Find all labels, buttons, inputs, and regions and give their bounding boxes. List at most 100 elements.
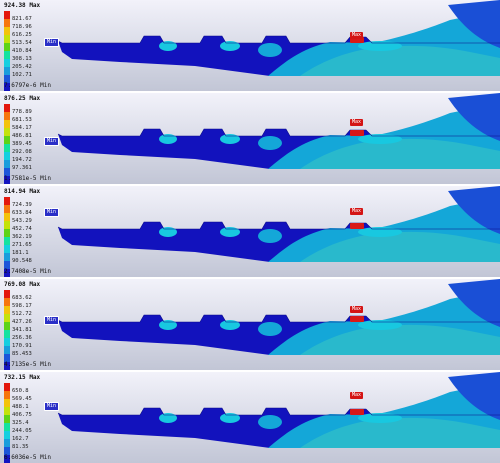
legend-max-word: Max — [29, 374, 41, 381]
legend-max-label: 769.08 Max — [4, 281, 40, 288]
max-marker-tag: Max — [350, 32, 364, 39]
edge-region — [448, 279, 500, 327]
max-marker-tag: Max — [350, 119, 364, 126]
aqua-region — [300, 417, 500, 448]
legend-max-value: 769.08 — [4, 281, 26, 288]
legend-tick-label: 97.361 — [12, 165, 32, 171]
legend-tick-label: 410.84 — [12, 48, 32, 54]
legend-max-word: Max — [29, 281, 41, 288]
surface-outline — [57, 314, 500, 323]
bulge-2 — [220, 227, 240, 237]
max-marker-tag: Max — [350, 208, 364, 215]
bulge-3 — [258, 415, 282, 429]
legend-tick-label: 102.71 — [12, 72, 32, 78]
legend-ticks: 683.62 598.17 512.72 427.26 341.81 256.36 170.… — [12, 294, 32, 358]
min-marker-tag: Min — [44, 316, 60, 325]
color-legend: 732.15 Max 650.8 569.45 488.1 406.75 325.4 24… — [4, 374, 64, 463]
legend-min-label: 7.6797e-6 Min — [4, 82, 51, 89]
legend-tick-label: 389.45 — [12, 141, 32, 147]
legend-max-label: 876.25 Max — [4, 95, 40, 102]
legend-swatch — [4, 152, 10, 160]
legend-tick-label: 427.26 — [12, 319, 32, 325]
legend-swatches — [4, 383, 10, 463]
legend-swatches — [4, 197, 10, 277]
legend-max-label: 924.38 Max — [4, 2, 40, 9]
legend-tick-label: 650.8 — [12, 388, 29, 394]
legend-swatch — [4, 229, 10, 237]
legend-swatch — [4, 120, 10, 128]
legend-tick-label: 205.42 — [12, 64, 32, 70]
legend-swatch — [4, 27, 10, 35]
legend-min-word: Min — [40, 268, 51, 275]
bulge-1 — [159, 227, 177, 237]
legend-swatch — [4, 362, 10, 370]
legend-swatch — [4, 447, 10, 455]
legend-swatch — [4, 269, 10, 277]
bulge-2 — [220, 413, 240, 423]
legend-swatch — [4, 136, 10, 144]
legend-min-value: 2.7408e-5 — [4, 268, 37, 275]
color-legend: 769.08 Max 683.62 598.17 512.72 427.26 341.8… — [4, 281, 64, 370]
legend-swatch — [4, 213, 10, 221]
legend-max-word: Max — [29, 2, 41, 9]
aqua-region — [300, 138, 500, 169]
stress-field-figure — [57, 93, 500, 169]
legend-swatch — [4, 330, 10, 338]
legend-swatch — [4, 83, 10, 91]
legend-min-word: Min — [40, 175, 51, 182]
legend-tick-label: 724.39 — [12, 202, 32, 208]
legend-max-value: 876.25 — [4, 95, 26, 102]
aqua-region — [300, 324, 500, 355]
stress-field-figure — [57, 279, 500, 355]
legend-tick-label: 90.548 — [12, 258, 32, 264]
bulge-4 — [358, 134, 402, 144]
legend-swatch — [4, 75, 10, 83]
legend-swatch — [4, 391, 10, 399]
legend-tick-label: 569.45 — [12, 396, 32, 402]
legend-tick-label: 486.81 — [12, 133, 32, 139]
min-marker-tag: Min — [44, 208, 60, 217]
aqua-region — [300, 45, 500, 76]
legend-tick-label: 512.72 — [12, 311, 32, 317]
legend-swatch — [4, 290, 10, 298]
legend-tick-label: 778.89 — [12, 109, 32, 115]
legend-swatch — [4, 51, 10, 59]
legend-tick-label: 681.53 — [12, 117, 32, 123]
legend-tick-label: 821.67 — [12, 16, 32, 22]
legend-swatch — [4, 128, 10, 136]
legend-swatch — [4, 43, 10, 51]
legend-ticks: 724.39 633.84 543.29 452.74 362.19 271.65 181.… — [12, 201, 32, 265]
legend-swatch — [4, 431, 10, 439]
legend-swatch — [4, 439, 10, 447]
min-marker-tag: Min — [44, 38, 60, 47]
legend-swatch — [4, 455, 10, 463]
legend-swatch — [4, 253, 10, 261]
legend-swatch — [4, 67, 10, 75]
bulge-4 — [358, 320, 402, 330]
legend-swatch — [4, 407, 10, 415]
legend-swatch — [4, 399, 10, 407]
legend-swatch — [4, 197, 10, 205]
legend-min-word: Min — [40, 361, 51, 368]
legend-max-value: 814.94 — [4, 188, 26, 195]
legend-swatch — [4, 205, 10, 213]
legend-swatch — [4, 59, 10, 67]
legend-swatch — [4, 237, 10, 245]
legend-tick-label: 543.29 — [12, 218, 32, 224]
legend-max-word: Max — [29, 95, 41, 102]
edge-region — [448, 0, 500, 48]
color-legend: 814.94 Max 724.39 633.84 543.29 452.74 362.1… — [4, 188, 64, 277]
legend-swatch — [4, 176, 10, 184]
legend-ticks: 821.67 718.96 616.25 513.54 410.84 308.13 205.… — [12, 15, 32, 79]
legend-tick-label: 325.4 — [12, 420, 29, 426]
contour-panel-1: 924.38 Max 821.67 718.96 616.25 513.54 410.8… — [0, 0, 500, 91]
contour-panel-3: 814.94 Max 724.39 633.84 543.29 452.74 362.1… — [0, 186, 500, 277]
hot-spot — [350, 130, 364, 136]
legend-swatches — [4, 11, 10, 91]
legend-swatch — [4, 306, 10, 314]
legend-tick-label: 256.36 — [12, 335, 32, 341]
legend-tick-label: 406.75 — [12, 412, 32, 418]
legend-swatch — [4, 144, 10, 152]
hot-spot — [350, 223, 364, 229]
